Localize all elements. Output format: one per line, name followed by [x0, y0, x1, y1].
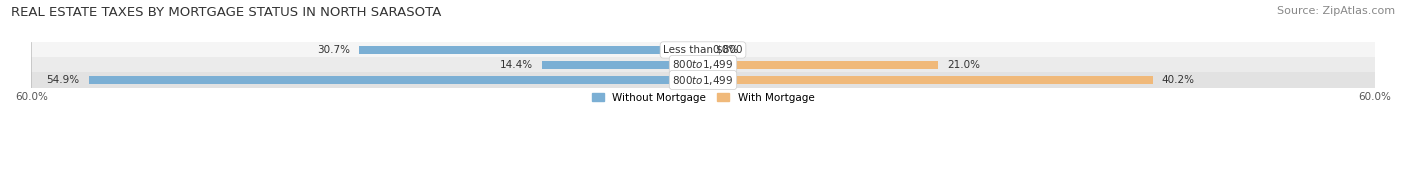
Bar — [360, 46, 703, 54]
Bar — [89, 76, 703, 84]
Bar — [31, 43, 1375, 57]
Text: 0.0%: 0.0% — [711, 45, 738, 55]
Bar — [31, 57, 1375, 73]
Text: $800 to $1,499: $800 to $1,499 — [672, 58, 734, 72]
Legend: Without Mortgage, With Mortgage: Without Mortgage, With Mortgage — [588, 89, 818, 107]
Text: 21.0%: 21.0% — [948, 60, 980, 70]
Bar — [31, 73, 1375, 88]
Text: 14.4%: 14.4% — [499, 60, 533, 70]
Bar — [703, 61, 938, 69]
Text: $800 to $1,499: $800 to $1,499 — [672, 74, 734, 86]
Text: 30.7%: 30.7% — [318, 45, 350, 55]
Text: 54.9%: 54.9% — [46, 75, 80, 85]
Bar — [703, 76, 1153, 84]
Text: Less than $800: Less than $800 — [664, 45, 742, 55]
Text: REAL ESTATE TAXES BY MORTGAGE STATUS IN NORTH SARASOTA: REAL ESTATE TAXES BY MORTGAGE STATUS IN … — [11, 6, 441, 19]
Text: Source: ZipAtlas.com: Source: ZipAtlas.com — [1277, 6, 1395, 16]
Text: 40.2%: 40.2% — [1161, 75, 1195, 85]
Bar — [541, 61, 703, 69]
